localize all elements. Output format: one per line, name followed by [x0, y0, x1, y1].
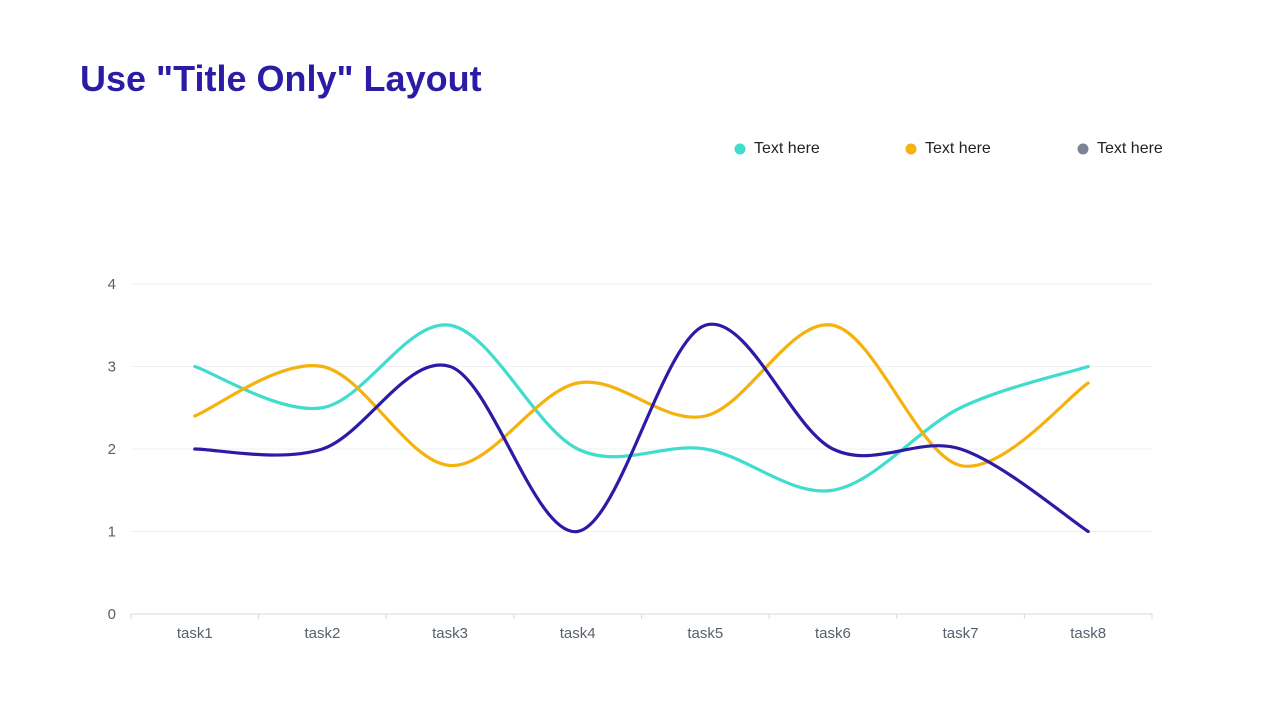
series-line-1 [193, 323, 1090, 493]
y-tick-label: 3 [108, 359, 116, 376]
legend-marker [905, 143, 917, 155]
legend-marker [1077, 143, 1089, 155]
x-axis [130, 613, 1153, 619]
legend-marker [734, 143, 746, 155]
legend-item-2: Text here [905, 140, 991, 157]
legend-label: Text here [925, 140, 991, 157]
x-tick-label: task8 [1070, 625, 1106, 642]
legend: Text here Text here Text here [734, 140, 1163, 157]
series-line-3 [193, 322, 1090, 534]
x-tick-label: task1 [177, 625, 213, 642]
slide-title: Use "Title Only" Layout [80, 58, 482, 99]
x-tick-label: task5 [687, 625, 723, 642]
x-tick-label: task7 [943, 625, 979, 642]
x-tick-label: task2 [305, 625, 341, 642]
y-tick-label: 1 [108, 524, 116, 541]
grid-lines [131, 283, 1152, 532]
x-tick-label: task4 [560, 625, 596, 642]
y-tick-label: 0 [108, 606, 116, 623]
legend-label: Text here [1097, 140, 1163, 157]
y-axis-ticks: 0 1 2 3 4 [108, 276, 116, 623]
x-axis-ticks: task1 task2 task3 task4 task5 task6 task7 task8 [177, 625, 1106, 642]
series-lines [193, 322, 1090, 534]
x-tick-label: task6 [815, 625, 851, 642]
y-tick-label: 4 [108, 276, 116, 293]
x-tick-label: task3 [432, 625, 468, 642]
legend-label: Text here [754, 140, 820, 157]
legend-item-1: Text here [734, 140, 820, 157]
legend-item-3: Text here [1077, 140, 1163, 157]
y-tick-label: 2 [108, 441, 116, 458]
